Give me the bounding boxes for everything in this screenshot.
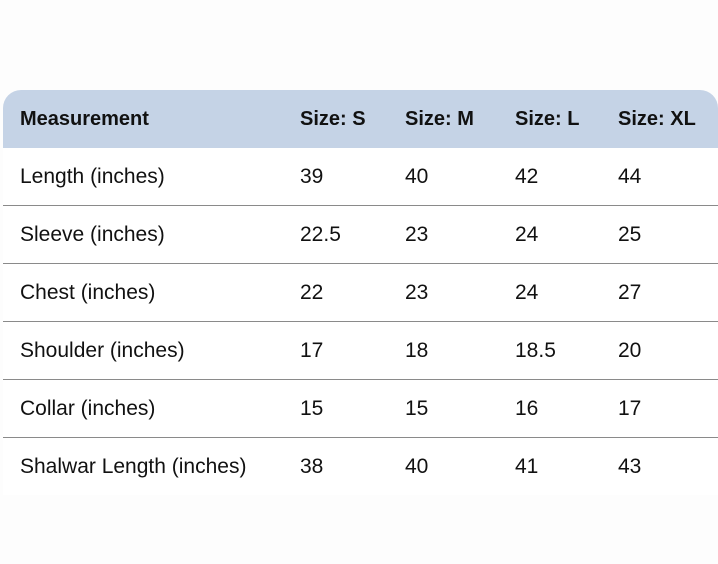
table-cell: 23	[405, 281, 429, 304]
table-cell: 39	[300, 165, 324, 188]
table-cell: 41	[515, 455, 539, 478]
row-label: Length (inches)	[20, 165, 165, 188]
table-cell: 40	[405, 165, 429, 188]
table-cell: 38	[300, 455, 324, 478]
table-cell: 16	[515, 397, 539, 420]
table-cell: 15	[300, 397, 324, 420]
table-cell: 15	[405, 397, 429, 420]
table-cell: 24	[515, 281, 539, 304]
table-cell: 24	[515, 223, 539, 246]
table-cell: 27	[618, 281, 642, 304]
column-header: Size: L	[515, 108, 580, 130]
table-cell: 44	[618, 165, 642, 188]
table-cell: 23	[405, 223, 429, 246]
table-cell: 20	[618, 339, 642, 362]
column-header: Size: M	[405, 108, 474, 130]
table-cell: 43	[618, 455, 642, 478]
row-label: Shalwar Length (inches)	[20, 455, 247, 478]
table-cell: 18.5	[515, 339, 556, 362]
column-header: Size: XL	[618, 108, 696, 130]
table-row: Sleeve (inches) 22.5 23 24 25	[3, 206, 718, 264]
table-header: Measurement Size: S Size: M Size: L Size: XL	[3, 90, 718, 148]
table-row: Shalwar Length (inches) 38 40 41 43	[3, 438, 718, 495]
table-cell: 22	[300, 281, 324, 304]
table-cell: 42	[515, 165, 539, 188]
row-label: Sleeve (inches)	[20, 223, 165, 246]
table-cell: 25	[618, 223, 642, 246]
table-cell: 17	[300, 339, 324, 362]
row-label: Chest (inches)	[20, 281, 156, 304]
table-cell: 22.5	[300, 223, 341, 246]
column-header: Size: S	[300, 108, 366, 130]
table-row: Shoulder (inches) 17 18 18.5 20	[3, 322, 718, 380]
row-label: Shoulder (inches)	[20, 339, 185, 362]
table-row: Collar (inches) 15 15 16 17	[3, 380, 718, 438]
table-cell: 40	[405, 455, 429, 478]
table-row: Chest (inches) 22 23 24 27	[3, 264, 718, 322]
table-row: Length (inches) 39 40 42 44	[3, 148, 718, 206]
column-header: Measurement	[20, 108, 149, 130]
table-cell: 17	[618, 397, 642, 420]
table-cell: 18	[405, 339, 429, 362]
row-label: Collar (inches)	[20, 397, 156, 420]
size-chart-table: Measurement Size: S Size: M Size: L Size: XL…	[3, 90, 718, 495]
